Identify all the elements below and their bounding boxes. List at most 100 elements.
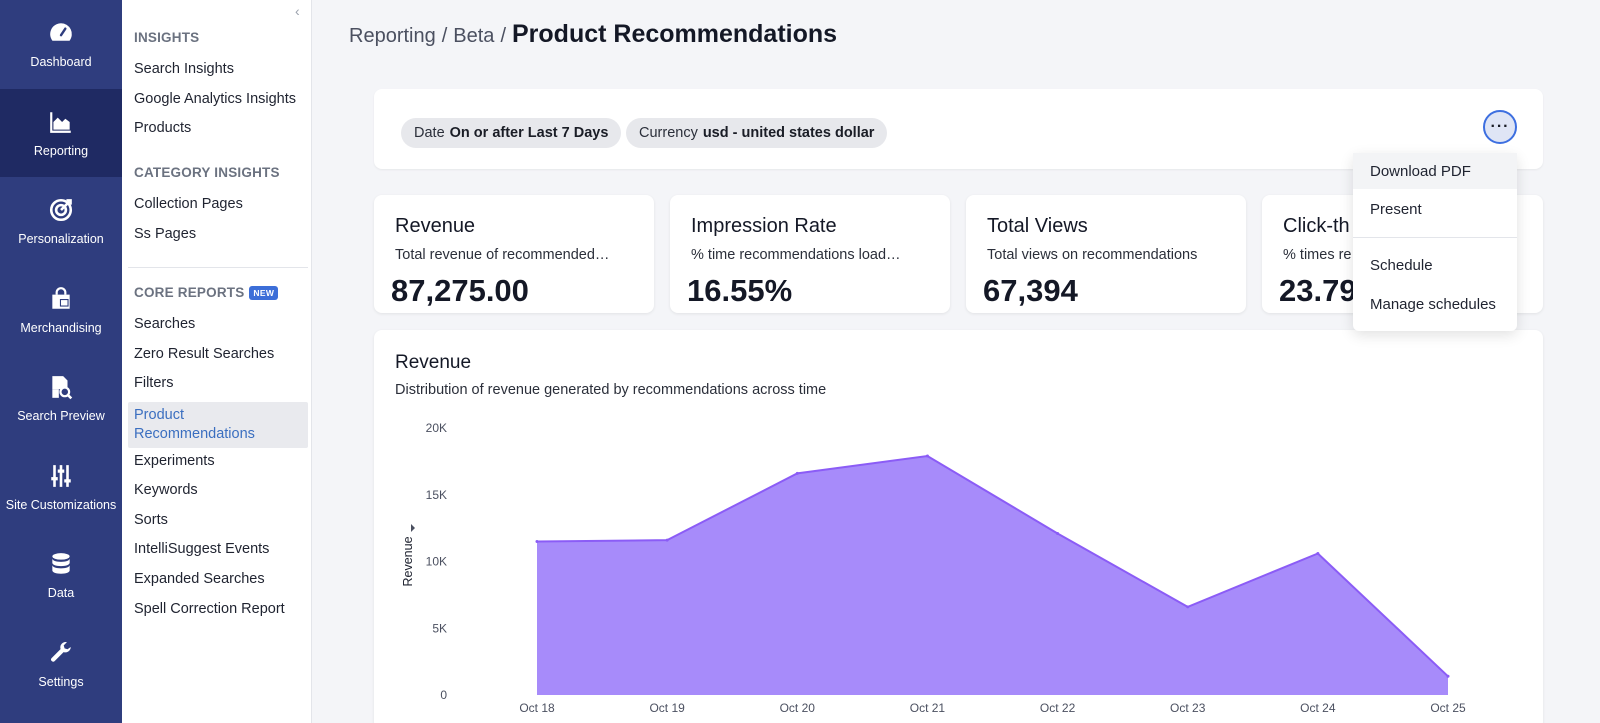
x-tick-label: Oct 23 [1170, 701, 1206, 715]
axis-sort-caret-icon [411, 524, 415, 532]
rail-item-personalization[interactable]: Personalization [0, 177, 122, 265]
nav-item-collection-pages[interactable]: Collection Pages [134, 196, 243, 212]
more-options-menu: Download PDF Present Schedule Manage sch… [1353, 153, 1517, 331]
nav-item-keywords[interactable]: Keywords [134, 482, 198, 498]
nav-item-ss-pages[interactable]: Ss Pages [134, 226, 197, 242]
data-point-oct-18 [535, 539, 539, 543]
kpi-value: 23.79 [1279, 273, 1357, 308]
kpi-title: Total Views [987, 215, 1088, 237]
nav-item-spell-correction-report[interactable]: Spell Correction Report [134, 601, 285, 617]
nav-section-title: CORE REPORTS NEW [134, 285, 279, 300]
rail-item-reporting[interactable]: Reporting [0, 88, 122, 177]
area-chart-icon [47, 108, 75, 136]
kpi-value: 67,394 [983, 273, 1078, 308]
target-icon [47, 196, 75, 224]
kpi-description: Total views on recommendations [987, 247, 1198, 263]
nav-section-title: CATEGORY INSIGHTS [134, 165, 280, 180]
new-badge: NEW [249, 285, 279, 300]
x-tick-label: Oct 24 [1300, 701, 1336, 715]
nav-item-search-insights[interactable]: Search Insights [134, 61, 234, 77]
revenue-area-chart[interactable]: 0 5K 10K 15K 20K Revenue Oct 18 Oct 19 Oct 20 Oct… [374, 330, 1543, 723]
data-point-oct-25 [1446, 674, 1450, 678]
breadcrumb-reporting[interactable]: Reporting [349, 25, 436, 47]
chart-subtitle: Distribution of revenue generated by rec… [395, 382, 827, 398]
kpi-description: Total revenue of recommended… [395, 247, 610, 263]
breadcrumb-separator: / [441, 25, 448, 47]
currency-filter-chip[interactable]: Currency usd - united states dollar [626, 118, 888, 148]
nav-item-expanded-searches[interactable]: Expanded Searches [134, 571, 265, 587]
revenue-series-line [536, 454, 1449, 678]
menu-divider [1353, 237, 1517, 238]
nav-section-label: CORE REPORTS [134, 285, 245, 300]
data-point-oct-20 [795, 471, 799, 475]
rail-item-search-preview[interactable]: Search Preview [0, 354, 122, 442]
main-nav-rail: Dashboard Reporting Personalization Merchan… [0, 0, 122, 723]
kpi-value: 16.55% [687, 273, 793, 308]
y-axis-label: Revenue [401, 536, 415, 586]
data-point-oct-22 [1056, 531, 1060, 535]
kpi-title: Impression Rate [691, 215, 837, 237]
x-tick-label: Oct 21 [910, 701, 946, 715]
kpi-card-revenue[interactable]: Revenue Total revenue of recommended… 87… [374, 195, 654, 313]
rail-item-label: Data [47, 586, 75, 600]
rail-item-label: Merchandising [20, 320, 102, 335]
data-point-oct-24 [1316, 551, 1320, 555]
data-point-oct-21 [925, 454, 929, 458]
secondary-nav: ‹ INSIGHTS Search Insights Google Analytic… [122, 0, 312, 723]
nav-item-google-analytics-insights[interactable]: Google Analytics Insights [134, 91, 297, 107]
nav-item-sorts[interactable]: Sorts [134, 512, 168, 528]
nav-item-filters[interactable]: Filters [134, 375, 174, 391]
revenue-chart-card: Revenue Distribution of revenue generate… [374, 330, 1543, 723]
rail-item-label: Dashboard [30, 55, 92, 69]
nav-item-zero-result-searches[interactable]: Zero Result Searches [134, 346, 275, 362]
filter-value: On or after Last 7 Days [449, 125, 609, 141]
nav-section-label: CATEGORY INSIGHTS [134, 165, 280, 180]
y-tick-label: 20K [426, 421, 447, 435]
kpi-card-impression-rate[interactable]: Impression Rate % time recommendations l… [670, 195, 950, 313]
breadcrumb-beta[interactable]: Beta [453, 25, 495, 47]
menu-item-present[interactable]: Present [1370, 200, 1422, 218]
rail-item-label: Search Preview [17, 409, 105, 423]
nav-item-experiments[interactable]: Experiments [134, 453, 215, 469]
rail-item-settings[interactable]: Settings [0, 620, 122, 708]
date-filter-chip[interactable]: Date On or after Last 7 Days [401, 118, 622, 148]
filter-value: usd - united states dollar [702, 125, 875, 141]
nav-section-label: INSIGHTS [134, 30, 200, 45]
rail-item-merchandising[interactable]: Merchandising [0, 266, 122, 354]
kpi-title: Revenue [395, 215, 476, 237]
data-point-oct-19 [665, 538, 669, 542]
rail-item-site-customizations[interactable]: Site Customizations [0, 443, 122, 531]
x-tick-label: Oct 20 [780, 701, 816, 715]
nav-item-products[interactable]: Products [134, 120, 192, 136]
rail-item-data[interactable]: Data [0, 531, 122, 619]
page-title: Product Recommendations [512, 20, 838, 48]
filter-bar: Date On or after Last 7 Days Currency us… [374, 89, 1543, 169]
nav-item-intellisuggest-events[interactable]: IntelliSuggest Events [134, 541, 270, 557]
kpi-card-total-views[interactable]: Total Views Total views on recommendatio… [966, 195, 1246, 313]
y-tick-label: 10K [426, 555, 447, 569]
rail-item-dashboard[interactable]: Dashboard [0, 0, 122, 88]
menu-item-schedule[interactable]: Schedule [1370, 256, 1433, 274]
nav-item-product-recommendations[interactable]: Product Recommendations [128, 402, 308, 448]
kpi-description: % time recommendations load… [691, 247, 901, 263]
nav-divider [128, 267, 308, 268]
kpi-title: Click-th [1283, 215, 1350, 237]
x-tick-label: Oct 25 [1430, 701, 1466, 715]
collapse-sidebar-icon[interactable]: ‹ [295, 3, 300, 19]
nav-item-searches[interactable]: Searches [134, 316, 196, 332]
chart-title: Revenue [395, 352, 472, 373]
menu-item-manage-schedules[interactable]: Manage schedules [1370, 295, 1496, 313]
x-tick-label: Oct 18 [519, 701, 555, 715]
y-tick-label: 0 [440, 688, 447, 702]
more-options-button[interactable]: ··· [1483, 110, 1517, 144]
x-tick-label: Oct 19 [649, 701, 685, 715]
rail-item-label: Settings [38, 674, 84, 689]
y-tick-label: 15K [426, 488, 447, 502]
document-search-icon [47, 373, 75, 401]
breadcrumb-separator: / [500, 25, 506, 47]
filter-label: Currency [639, 125, 698, 141]
rail-item-label: Personalization [18, 232, 104, 246]
wrench-icon [47, 639, 75, 667]
menu-item-download-pdf[interactable]: Download PDF [1353, 153, 1517, 189]
shopping-bag-icon [47, 285, 75, 313]
